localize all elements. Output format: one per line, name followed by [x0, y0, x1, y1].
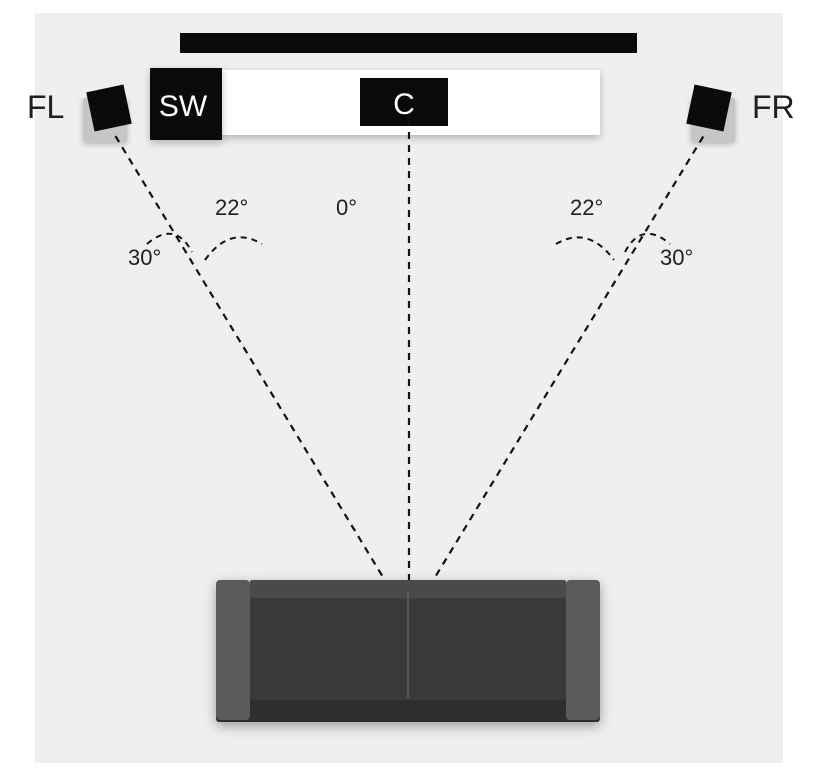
angle-fr-inner-label: 22°	[570, 195, 603, 220]
speaker-layout-diagram: C SW FL FR 22° 30° 0° 22° 30°	[0, 0, 818, 775]
front-right-speaker	[686, 84, 735, 142]
listening-couch	[216, 580, 600, 722]
angle-fl-inner-label: 22°	[215, 195, 248, 220]
angle-fl-outer-label: 30°	[128, 245, 161, 270]
front-right-label: FR	[752, 89, 795, 125]
subwoofer: SW	[150, 68, 222, 140]
center-speaker: C	[360, 78, 448, 126]
center-speaker-label: C	[393, 88, 415, 121]
front-left-speaker	[83, 84, 132, 142]
angle-center-label: 0°	[336, 195, 357, 220]
angle-fr-outer-label: 30°	[660, 245, 693, 270]
tv-screen	[180, 33, 637, 53]
front-left-label: FL	[27, 89, 64, 125]
subwoofer-label: SW	[159, 90, 208, 123]
diagram-stage: C SW FL FR 22° 30° 0° 22° 30°	[0, 0, 818, 775]
